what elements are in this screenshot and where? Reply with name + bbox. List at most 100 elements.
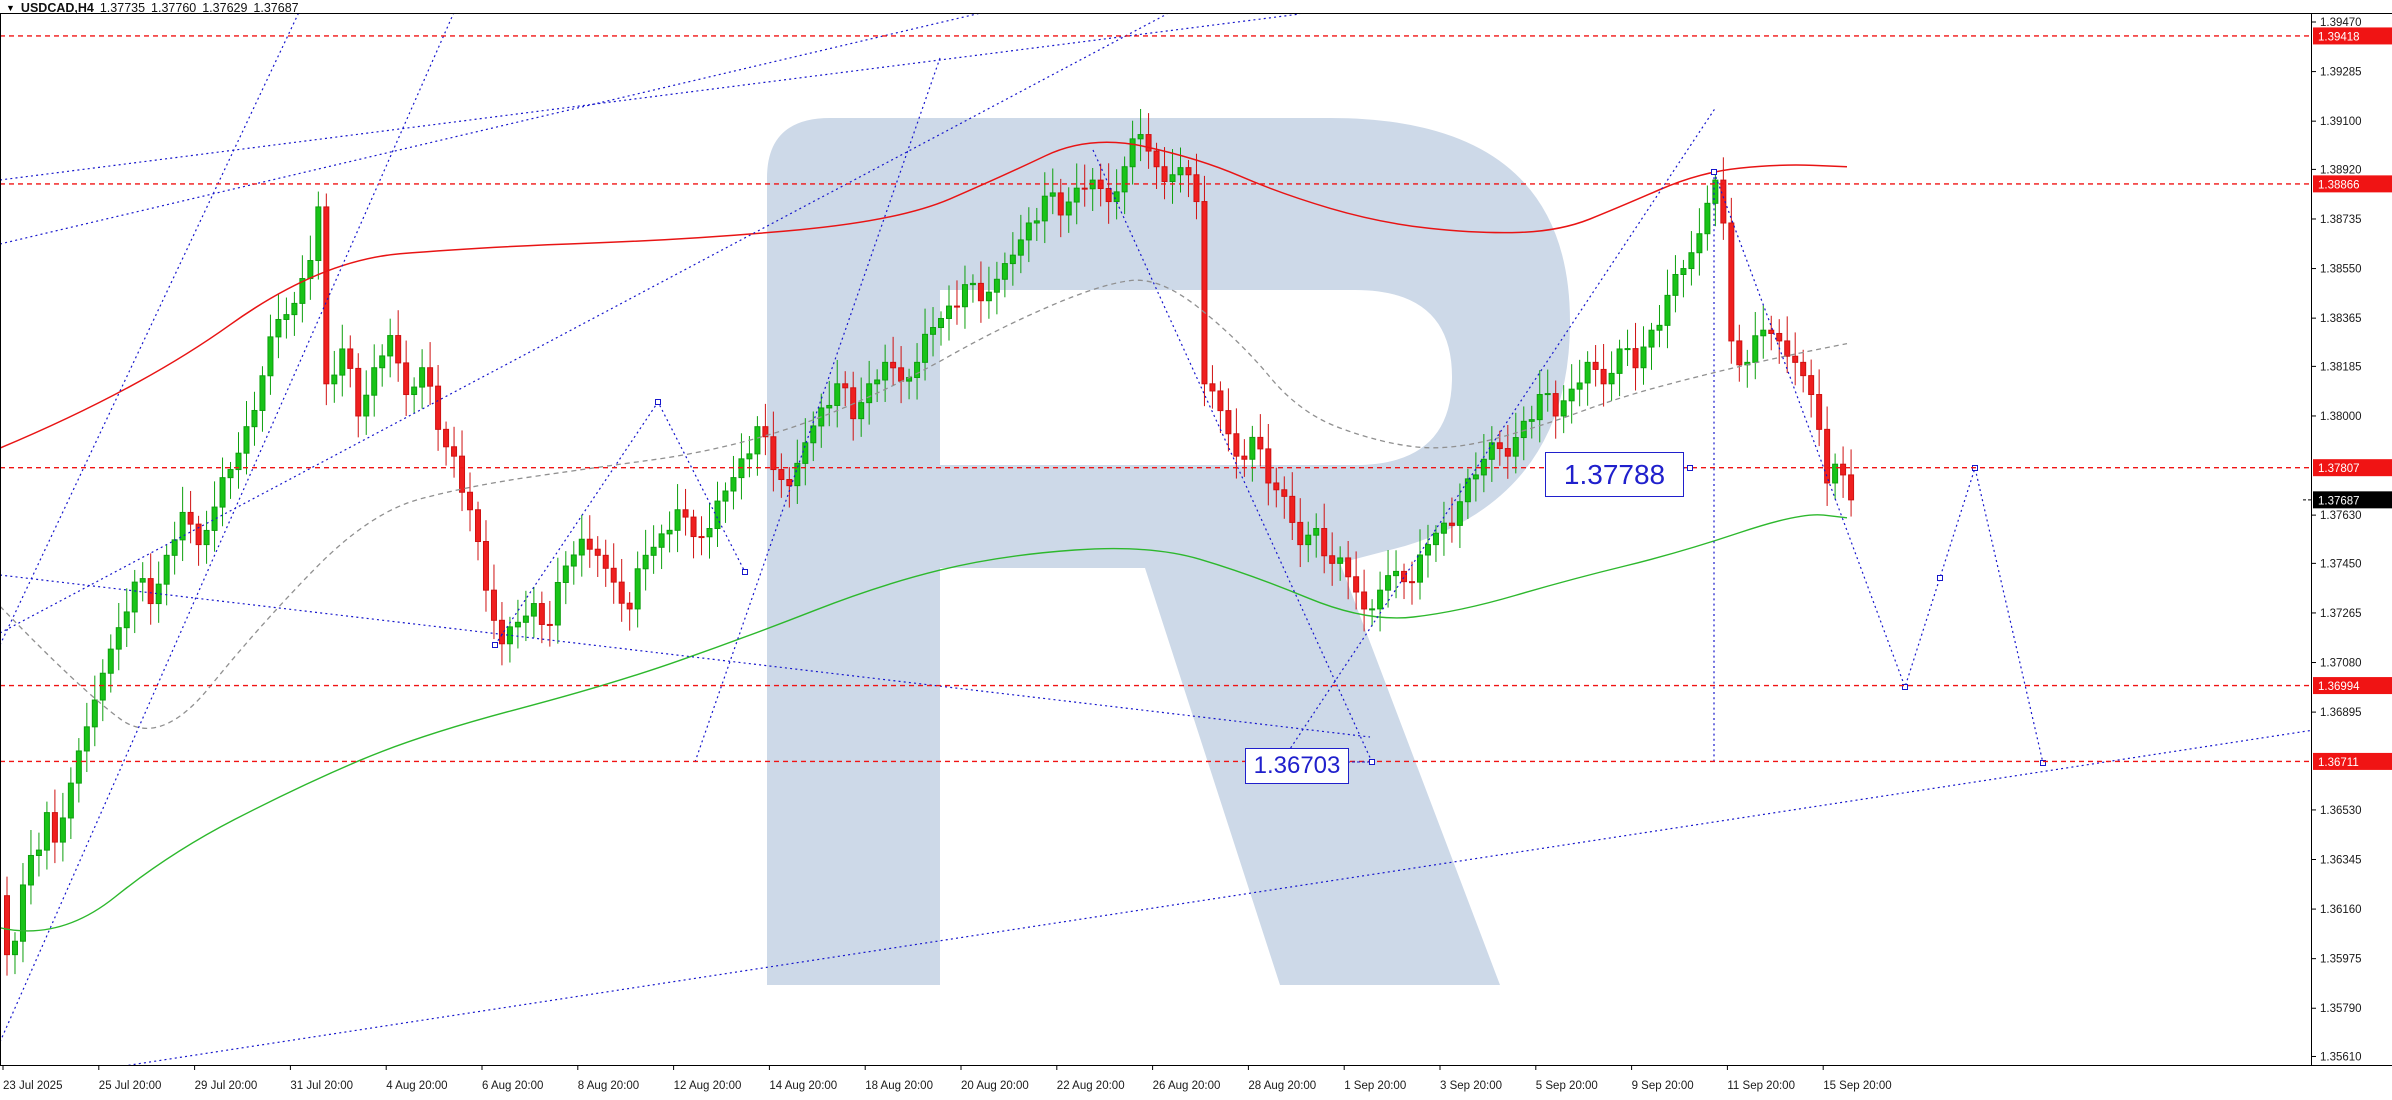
- candle-body: [682, 509, 689, 518]
- candle-body: [1608, 372, 1615, 385]
- candle-body: [339, 348, 346, 376]
- candle-body: [419, 367, 426, 388]
- candle-body: [323, 206, 330, 385]
- candle-body: [27, 854, 34, 886]
- price-tick-label: 1.37630: [2320, 510, 2362, 522]
- trendline[interactable]: [0, 10, 300, 646]
- candle-body: [1664, 294, 1671, 326]
- candle-body: [1105, 188, 1112, 203]
- candle-body: [1353, 576, 1360, 593]
- candle-body: [1193, 174, 1200, 203]
- trendline[interactable]: [0, 12, 985, 245]
- price-tick-label: 1.39470: [2320, 17, 2362, 29]
- candle-body: [1041, 195, 1048, 222]
- candle-body: [1488, 442, 1495, 460]
- trendline[interactable]: [0, 718, 2392, 1085]
- candle-body: [1033, 220, 1040, 224]
- candle-body: [1113, 191, 1120, 203]
- candle-body: [1185, 167, 1192, 176]
- candle-body: [1576, 382, 1583, 390]
- candle-body: [1736, 340, 1743, 366]
- object-node[interactable]: [1937, 575, 1943, 581]
- trendline[interactable]: [0, 10, 455, 1043]
- candle-body: [546, 623, 553, 626]
- candle-body: [291, 302, 298, 316]
- object-node[interactable]: [1687, 465, 1693, 471]
- candle-body: [1233, 433, 1240, 457]
- candle-body: [930, 327, 937, 335]
- object-node[interactable]: [742, 569, 748, 575]
- object-node[interactable]: [2040, 760, 2046, 766]
- candle-body: [953, 305, 960, 308]
- time-tick-label: 3 Sep 20:00: [1440, 1080, 1502, 1092]
- candle-body: [1792, 355, 1799, 363]
- time-tick-label: 1 Sep 20:00: [1344, 1080, 1406, 1092]
- candle-body: [1281, 489, 1288, 497]
- candle-body: [754, 426, 761, 455]
- candle-body: [578, 538, 585, 556]
- candle-body: [1369, 608, 1376, 611]
- candle-body: [1656, 324, 1663, 331]
- candle-body: [1065, 201, 1072, 216]
- candle-body: [594, 548, 601, 556]
- object-node[interactable]: [655, 399, 661, 405]
- price-level-badge: [2313, 677, 2392, 695]
- candle-body: [115, 627, 122, 650]
- candle-body: [1464, 478, 1471, 503]
- time-tick-label: 26 Aug 20:00: [1153, 1080, 1221, 1092]
- candles-layer: [4, 108, 1855, 976]
- indicators-layer: [0, 141, 1848, 932]
- candle-body: [1776, 332, 1783, 342]
- trendline[interactable]: [0, 574, 1371, 738]
- price-level-badge-text: 1.39418: [2318, 31, 2360, 43]
- candle-body: [626, 602, 633, 610]
- candle-body: [1640, 346, 1647, 369]
- candle-body: [283, 314, 290, 320]
- candle-body: [1161, 166, 1168, 183]
- trendline[interactable]: [0, 14, 1168, 634]
- candle-body: [347, 348, 354, 369]
- axes-layer: 1.39470 1.39285 1.39100 1.38920 1.38735 1.385…: [0, 13, 2392, 1092]
- candle-body: [1289, 495, 1296, 523]
- candle-body: [977, 282, 984, 302]
- candle-body: [187, 511, 194, 525]
- candle-body: [706, 528, 713, 538]
- trendline[interactable]: [0, 14, 1301, 181]
- candle-body: [586, 538, 593, 550]
- time-tick-label: 8 Aug 20:00: [578, 1080, 639, 1092]
- price-note-136703[interactable]: 1.36703: [1245, 748, 1349, 784]
- candle-body: [75, 750, 82, 784]
- candle-body: [331, 374, 338, 385]
- object-node[interactable]: [492, 642, 498, 648]
- candle-body: [1017, 239, 1024, 256]
- candle-body: [1672, 273, 1679, 296]
- ma-green: [0, 514, 1848, 932]
- candle-body: [1265, 448, 1272, 484]
- object-node[interactable]: [1711, 169, 1717, 175]
- price-level-badge: [2313, 491, 2392, 509]
- candle-body: [19, 884, 26, 942]
- candle-body: [1528, 419, 1535, 422]
- object-node[interactable]: [1369, 759, 1375, 765]
- object-node[interactable]: [1902, 684, 1908, 690]
- candle-body: [1432, 532, 1439, 546]
- price-tick-label: 1.38550: [2320, 264, 2362, 276]
- symbol-marker-icon[interactable]: ▼: [6, 2, 15, 13]
- trendline[interactable]: [1281, 106, 1717, 762]
- candle-body: [674, 509, 681, 531]
- candle-body: [498, 619, 505, 645]
- candle-body: [1361, 591, 1368, 610]
- candle-body: [1217, 390, 1224, 412]
- candle-body: [1081, 187, 1088, 190]
- candle-body: [1784, 340, 1791, 357]
- price-tick-label: 1.37265: [2320, 608, 2362, 620]
- candle-body: [91, 699, 98, 728]
- price-note-137788[interactable]: 1.37788: [1545, 452, 1684, 497]
- candle-body: [1832, 463, 1839, 484]
- candle-body: [890, 361, 897, 369]
- time-tick-label: 29 Jul 20:00: [195, 1080, 258, 1092]
- candle-body: [1257, 436, 1264, 450]
- candle-body: [1696, 233, 1703, 254]
